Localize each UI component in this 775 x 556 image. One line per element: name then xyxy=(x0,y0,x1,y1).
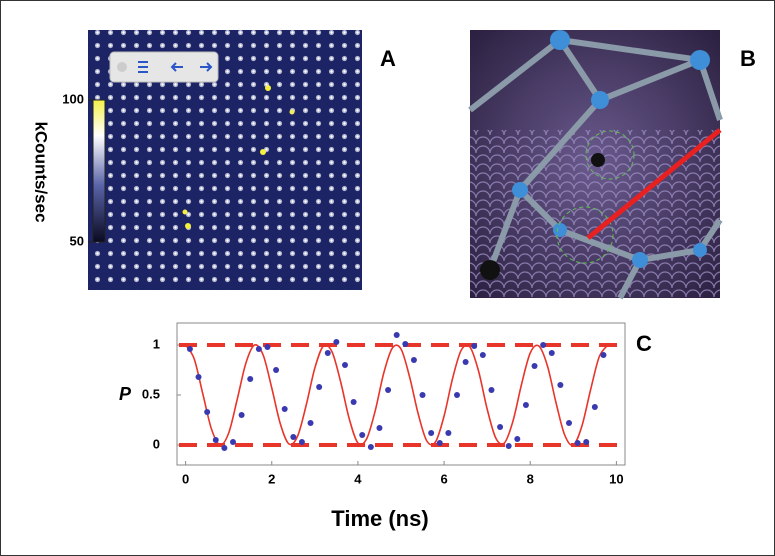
data-point xyxy=(436,440,443,446)
data-point xyxy=(600,352,607,358)
data-point xyxy=(497,424,504,430)
data-point xyxy=(488,387,495,393)
toolbar-button[interactable] xyxy=(138,61,148,73)
data-point xyxy=(505,443,512,449)
data-point xyxy=(255,346,262,352)
data-point xyxy=(350,399,357,405)
data-point xyxy=(230,439,236,445)
data-point xyxy=(376,425,383,431)
x-tick-label: 10 xyxy=(609,471,623,486)
panel-c: C Time (ns) P xyxy=(119,322,652,531)
x-tick-label: 4 xyxy=(354,471,362,486)
toolbar[interactable] xyxy=(109,51,219,83)
data-point xyxy=(393,332,400,338)
data-point xyxy=(471,343,478,349)
toolbar-button[interactable] xyxy=(117,62,127,72)
data-point xyxy=(195,374,202,380)
data-point xyxy=(410,357,417,363)
data-point xyxy=(247,376,254,382)
colorbar-label: kCounts/sec xyxy=(32,121,51,222)
x-tick-label: 6 xyxy=(440,471,447,486)
data-point xyxy=(514,436,521,442)
data-point xyxy=(531,363,538,369)
x-tick-label: 8 xyxy=(527,471,534,486)
x-tick-label: 0 xyxy=(182,471,189,486)
data-point xyxy=(359,432,366,438)
fit-line xyxy=(184,343,609,447)
data-point xyxy=(186,346,193,352)
data-point xyxy=(583,439,590,445)
data-point xyxy=(264,344,271,350)
data-point xyxy=(557,382,564,388)
data-point xyxy=(419,392,426,398)
data-point xyxy=(566,420,572,426)
data-point xyxy=(574,440,581,446)
data-point xyxy=(273,367,280,373)
data-point xyxy=(445,430,452,436)
data-point xyxy=(316,384,323,390)
y-axis-label: P xyxy=(119,384,132,404)
data-point xyxy=(548,350,555,356)
data-point xyxy=(462,359,469,365)
data-point xyxy=(367,444,374,450)
y-tick-label: 0 xyxy=(153,436,160,451)
y-tick-label: 0.5 xyxy=(142,386,160,401)
data-point xyxy=(307,420,314,426)
data-point xyxy=(324,350,331,356)
data-point xyxy=(298,439,305,445)
data-point xyxy=(454,392,460,398)
panel-label: A xyxy=(380,46,396,71)
y-tick-label: 1 xyxy=(153,336,160,351)
panel-b: B xyxy=(468,30,756,300)
x-tick-label: 2 xyxy=(268,471,275,486)
toolbar-button[interactable] xyxy=(170,62,213,72)
data-point xyxy=(385,387,392,393)
data-point xyxy=(204,409,211,415)
data-point xyxy=(522,402,529,408)
data-point xyxy=(479,352,486,358)
data-point xyxy=(281,406,288,412)
lattice-atoms xyxy=(512,30,710,268)
panel-label: C xyxy=(636,331,652,356)
data-point xyxy=(591,404,598,410)
colorbar-tick-label: 50 xyxy=(70,233,84,248)
data-point xyxy=(238,412,245,418)
panel-a: kCounts/sec A xyxy=(32,30,396,290)
data-point xyxy=(290,434,297,440)
data-point xyxy=(212,437,219,443)
data-point xyxy=(402,341,409,347)
data-point xyxy=(428,430,435,436)
colorbar xyxy=(92,99,106,243)
data-point xyxy=(333,339,340,345)
x-axis-label: Time (ns) xyxy=(331,506,428,531)
panel-label: B xyxy=(740,46,756,71)
data-point xyxy=(342,362,348,368)
colorbar-tick-label: 100 xyxy=(62,91,84,106)
data-point xyxy=(540,342,547,348)
data-point xyxy=(221,445,228,451)
